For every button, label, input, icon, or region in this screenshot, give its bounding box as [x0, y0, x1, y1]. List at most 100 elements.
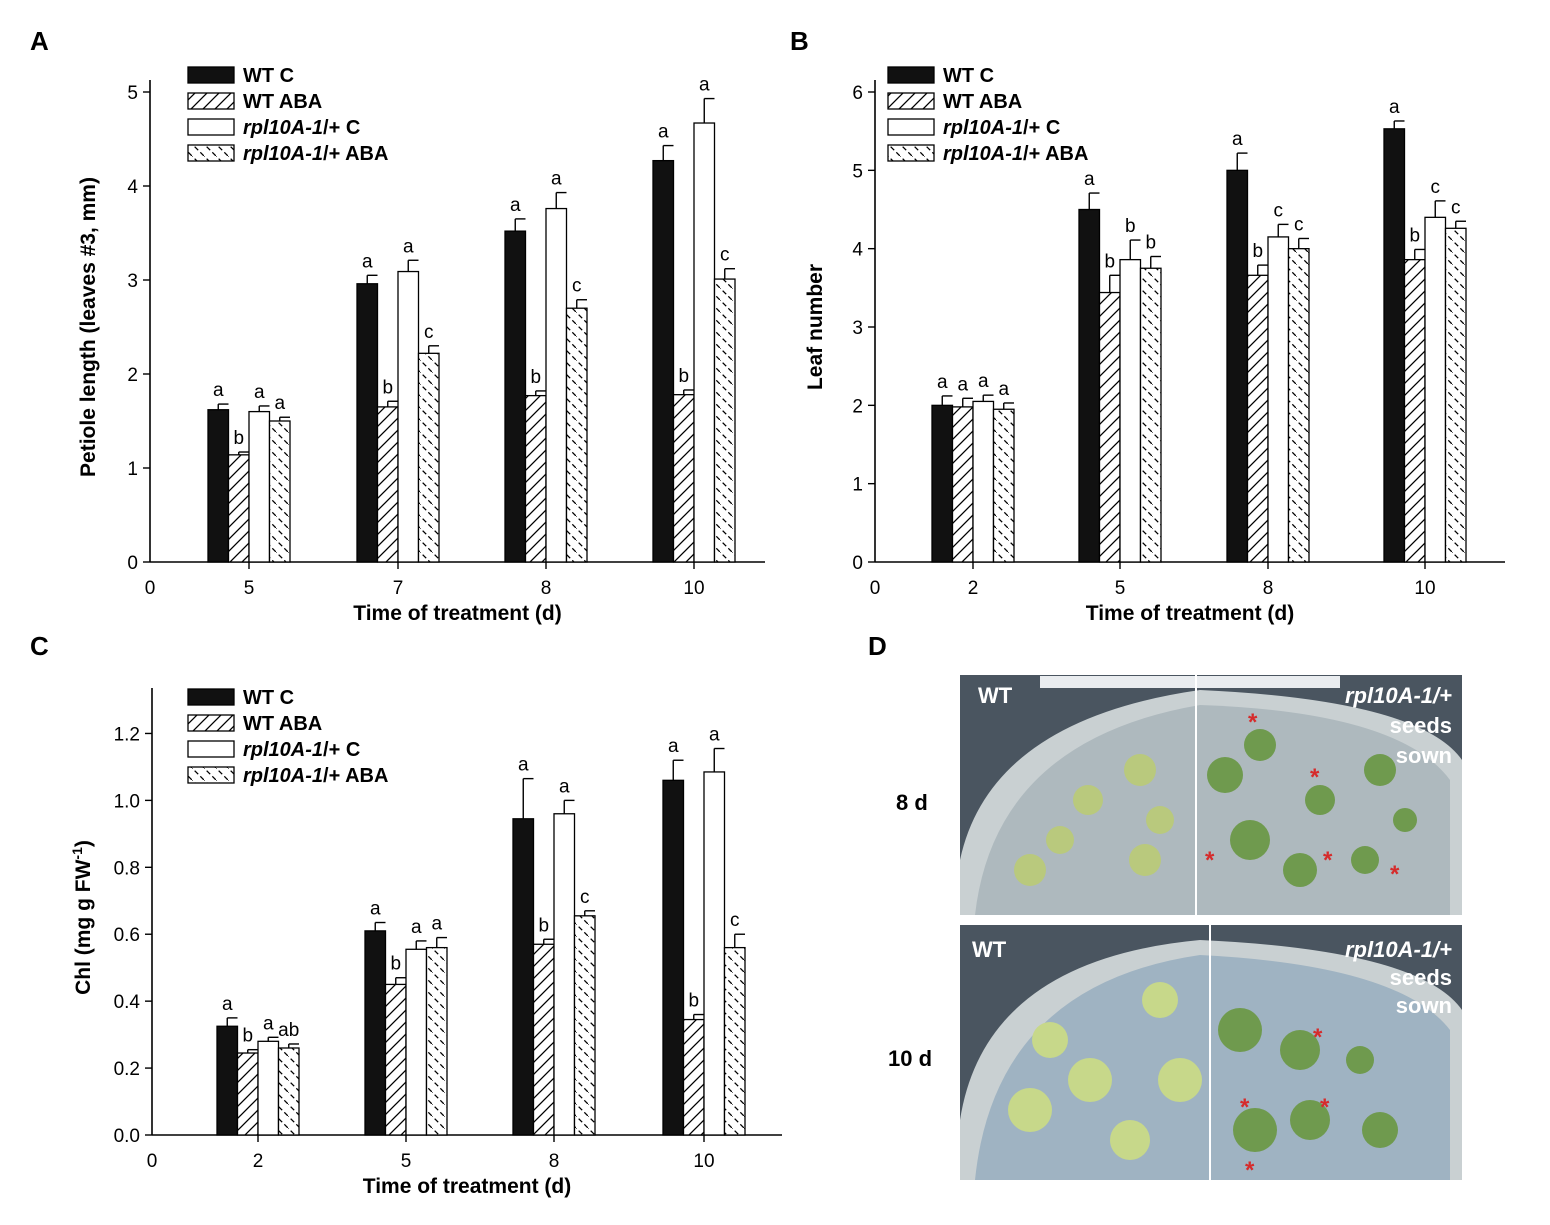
photo-10d-line-label: rpl10A-1/+	[1345, 937, 1452, 962]
bar-series-rpl-aba	[268, 420, 291, 563]
significance-letter: c	[572, 276, 582, 297]
significance-letter: a	[559, 776, 570, 797]
photo-10d-sown-label: sown	[1396, 993, 1452, 1018]
legend-swatch	[887, 66, 935, 84]
star-marker: *	[1320, 1094, 1330, 1121]
significance-letter: a	[658, 122, 669, 143]
photo-8d-line-label: rpl10A-1/+	[1345, 683, 1452, 708]
bar-series-wt-aba	[1246, 274, 1269, 563]
significance-letter: a	[937, 372, 948, 393]
star-marker: *	[1245, 1157, 1255, 1184]
bar-series-rpl-aba	[1287, 248, 1310, 563]
significance-letter: b	[1145, 233, 1156, 254]
bar-series-rpl-c	[1424, 216, 1447, 563]
bar-series-wt-c	[207, 409, 230, 563]
significance-letter: b	[1409, 225, 1420, 246]
bar-series-rpl-c	[545, 207, 568, 563]
x-tick-label: 8	[541, 578, 552, 599]
x-axis-title: Time of treatment (d)	[353, 602, 561, 625]
bar-series-rpl-aba	[425, 946, 448, 1136]
x-tick-label: 0	[870, 578, 881, 599]
significance-letter: a	[1084, 169, 1095, 190]
significance-letter: b	[538, 915, 549, 936]
legend-label: WT C	[243, 65, 294, 87]
photo-10d-wt-label: WT	[972, 937, 1007, 962]
significance-letter: a	[370, 899, 381, 920]
significance-letter: a	[431, 914, 442, 935]
bar-series-rpl-c	[1119, 258, 1142, 563]
bar-series-wt-c	[1078, 208, 1101, 563]
bar-series-rpl-aba	[565, 307, 588, 563]
legend-label-genotype: rpl10A-1	[243, 143, 323, 165]
bar-series-rpl-c	[553, 813, 576, 1136]
y-tick-label: 2	[127, 365, 138, 386]
y-tick-label: 6	[852, 83, 863, 104]
y-tick-label: 1.0	[114, 791, 140, 812]
legend-swatch	[187, 144, 235, 162]
bar-series-wt-c	[1383, 128, 1406, 563]
y-tick-label: 0.0	[114, 1126, 140, 1147]
legend-label: WT ABA	[243, 91, 322, 113]
bar-series-wt-aba	[682, 1018, 705, 1136]
significance-letter: a	[274, 393, 285, 414]
y-tick-label: 0	[852, 553, 863, 574]
legend-label-treatment: /+ ABA	[1023, 143, 1088, 165]
panel-letter-c: C	[30, 631, 49, 661]
legend-swatch	[887, 144, 935, 162]
star-marker: *	[1205, 847, 1215, 874]
x-tick-label: 10	[683, 578, 704, 599]
legend-label-genotype: rpl10A-1	[243, 117, 323, 139]
legend-swatch	[187, 92, 235, 110]
x-tick-label: 0	[145, 578, 156, 599]
day-label-8d: 8 d	[896, 790, 928, 815]
significance-letter: b	[1104, 251, 1115, 272]
legend-swatch	[187, 688, 235, 706]
legend-swatch	[187, 118, 235, 136]
significance-letter: a	[957, 374, 968, 395]
significance-letter: c	[1431, 177, 1441, 198]
legend-label: WT ABA	[243, 713, 322, 735]
legend-label: WT ABA	[943, 91, 1022, 113]
bar-series-rpl-aba	[1139, 267, 1162, 563]
bar-series-wt-aba	[227, 454, 250, 563]
bar-series-wt-c	[356, 283, 379, 563]
x-tick-label: 8	[1263, 578, 1274, 599]
legend-label-genotype: rpl10A-1	[943, 143, 1023, 165]
significance-letter: a	[551, 169, 562, 190]
star-marker: *	[1240, 1094, 1250, 1121]
bar-series-wt-c	[216, 1025, 239, 1136]
bar-series-wt-aba	[532, 943, 555, 1136]
star-marker: *	[1323, 847, 1333, 874]
bar-series-wt-c	[512, 818, 535, 1136]
y-tick-label: 1	[127, 459, 138, 480]
panel-letter-b: B	[790, 26, 809, 56]
legend-swatch	[187, 766, 235, 784]
y-axis-title-superscript: -1	[69, 847, 85, 860]
significance-letter: c	[1451, 197, 1461, 218]
y-tick-label: 0.6	[114, 925, 140, 946]
legend-label-treatment: /+ C	[323, 117, 360, 139]
panel-letter-a: A	[30, 26, 49, 56]
photo-8d-wt-label: WT	[978, 683, 1013, 708]
significance-letter: a	[403, 236, 414, 257]
y-tick-label: 5	[127, 83, 138, 104]
star-marker: *	[1313, 1024, 1323, 1051]
bar-series-wt-c	[1226, 169, 1249, 563]
legend-label: rpl10A-1/+ ABA	[943, 143, 1088, 165]
significance-letter: a	[518, 755, 529, 776]
bar-series-rpl-aba	[573, 915, 596, 1136]
x-tick-label: 5	[244, 578, 255, 599]
y-tick-label: 1.2	[114, 724, 140, 745]
bar-series-rpl-c	[693, 122, 716, 563]
legend-swatch	[887, 92, 935, 110]
photo-8d-sown-label: sown	[1396, 743, 1452, 768]
bar-series-rpl-c	[257, 1040, 280, 1136]
bar-series-wt-aba	[951, 406, 974, 563]
photo-8d: WT rpl10A-1/+ seeds sown * * * * *	[960, 675, 1462, 915]
bar-series-wt-c	[662, 779, 685, 1136]
y-tick-label: 4	[127, 177, 138, 198]
